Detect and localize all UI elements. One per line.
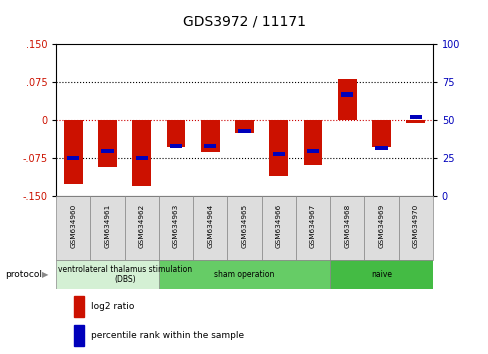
Text: GSM634963: GSM634963 xyxy=(173,204,179,249)
Bar xyxy=(73,296,84,316)
Bar xyxy=(56,196,90,260)
Text: naive: naive xyxy=(370,270,391,279)
Text: GSM634967: GSM634967 xyxy=(309,204,315,249)
Text: GSM634966: GSM634966 xyxy=(275,204,281,249)
Bar xyxy=(166,120,185,147)
Bar xyxy=(398,196,432,260)
Bar xyxy=(169,144,182,148)
Bar xyxy=(203,144,216,148)
Bar xyxy=(329,196,364,260)
Bar xyxy=(67,156,80,160)
Text: GSM634961: GSM634961 xyxy=(104,204,110,249)
Text: percentile rank within the sample: percentile rank within the sample xyxy=(91,331,244,340)
Bar xyxy=(408,115,421,119)
Bar xyxy=(132,120,151,186)
Text: GSM634964: GSM634964 xyxy=(207,204,213,249)
Text: GSM634969: GSM634969 xyxy=(378,204,384,249)
Bar xyxy=(295,196,329,260)
Text: GSM634965: GSM634965 xyxy=(241,204,247,249)
Bar xyxy=(56,260,193,289)
Text: GSM634962: GSM634962 xyxy=(139,204,144,249)
Text: log2 ratio: log2 ratio xyxy=(91,302,134,311)
Text: protocol: protocol xyxy=(5,270,42,279)
Bar xyxy=(340,92,353,97)
Text: GSM634968: GSM634968 xyxy=(344,204,349,249)
Bar xyxy=(159,196,193,260)
Text: sham operation: sham operation xyxy=(214,270,274,279)
Bar xyxy=(98,120,117,167)
Bar xyxy=(406,120,424,123)
Bar xyxy=(90,196,124,260)
Bar xyxy=(272,152,285,156)
Bar xyxy=(374,146,387,150)
Text: GSM634960: GSM634960 xyxy=(70,204,76,249)
Bar xyxy=(371,120,390,147)
Text: ▶: ▶ xyxy=(41,270,48,279)
Bar xyxy=(364,196,398,260)
Bar xyxy=(201,120,219,152)
Bar xyxy=(306,149,319,153)
Bar xyxy=(73,325,84,346)
Text: GDS3972 / 11171: GDS3972 / 11171 xyxy=(183,14,305,28)
Bar xyxy=(124,196,159,260)
Bar xyxy=(135,156,148,160)
Bar xyxy=(238,129,250,133)
Bar xyxy=(193,196,227,260)
Text: GSM634970: GSM634970 xyxy=(412,204,418,249)
Text: ventrolateral thalamus stimulation
(DBS): ventrolateral thalamus stimulation (DBS) xyxy=(58,265,191,284)
Bar xyxy=(303,120,322,165)
Bar xyxy=(261,196,295,260)
Bar xyxy=(101,149,114,153)
Bar xyxy=(159,260,329,289)
Bar xyxy=(227,196,261,260)
Bar xyxy=(329,260,432,289)
Bar xyxy=(337,79,356,120)
Bar xyxy=(269,120,287,176)
Bar xyxy=(64,120,82,184)
Bar xyxy=(235,120,253,133)
